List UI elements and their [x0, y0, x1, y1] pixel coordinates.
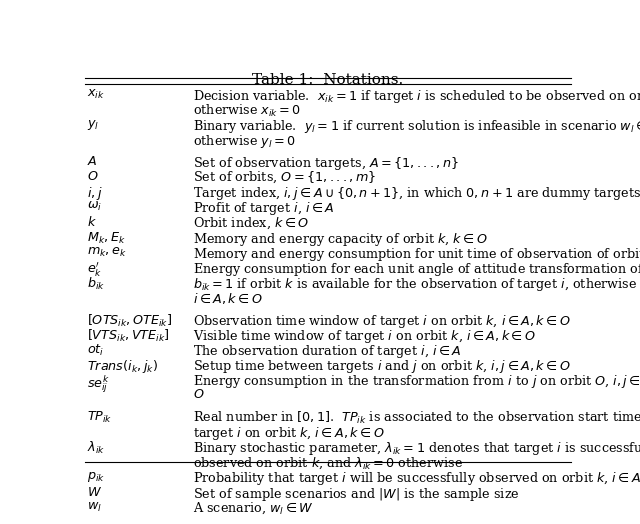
Text: $[VTS_{ik}, VTE_{ik}]$: $[VTS_{ik}, VTE_{ik}]$ [88, 328, 170, 344]
Text: $M_k, E_k$: $M_k, E_k$ [88, 231, 126, 246]
Text: Energy consumption for each unit angle of attitude transformation of orbit $k$: Energy consumption for each unit angle o… [193, 261, 640, 278]
Text: Set of orbits, $O = \{1,...,m\}$: Set of orbits, $O = \{1,...,m\}$ [193, 170, 376, 185]
Text: $y_l$: $y_l$ [88, 118, 100, 132]
Text: $w_l$: $w_l$ [88, 500, 102, 514]
Text: Probability that target $i$ will be successfully observed on orbit $k$, $i \in A: Probability that target $i$ will be succ… [193, 471, 640, 487]
Text: $k$: $k$ [88, 215, 97, 230]
Text: Binary variable.  $y_l = 1$ if current solution is infeasible in scenario $w_l \: Binary variable. $y_l = 1$ if current so… [193, 118, 640, 135]
Text: $Trans(i_k, j_k)$: $Trans(i_k, j_k)$ [88, 358, 159, 375]
Text: $se_{ij}^{k}$: $se_{ij}^{k}$ [88, 373, 110, 395]
Text: $i, j$: $i, j$ [88, 185, 103, 202]
Text: Profit of target $i$, $i \in A$: Profit of target $i$, $i \in A$ [193, 200, 335, 217]
Text: Table 1:  Notations.: Table 1: Notations. [252, 73, 404, 88]
Text: $x_{ik}$: $x_{ik}$ [88, 88, 106, 101]
Text: $O$: $O$ [193, 388, 205, 401]
Text: The observation duration of target $i$, $i \in A$: The observation duration of target $i$, … [193, 343, 462, 360]
Text: $TP_{ik}$: $TP_{ik}$ [88, 410, 113, 425]
Text: $b_{ik} = 1$ if orbit $k$ is available for the observation of target $i$, otherw: $b_{ik} = 1$ if orbit $k$ is available f… [193, 276, 640, 293]
Text: $b_{ik}$: $b_{ik}$ [88, 276, 106, 292]
Text: $e_k^{\prime}$: $e_k^{\prime}$ [88, 261, 103, 279]
Text: Decision variable.  $x_{ik} = 1$ if target $i$ is scheduled to be observed on or: Decision variable. $x_{ik} = 1$ if targe… [193, 88, 640, 105]
Text: $\omega_i$: $\omega_i$ [88, 200, 102, 213]
Text: $A$: $A$ [88, 155, 98, 168]
Text: $i \in A, k \in O$: $i \in A, k \in O$ [193, 291, 263, 306]
Text: $ot_i$: $ot_i$ [88, 343, 105, 358]
Text: $W$: $W$ [88, 486, 102, 498]
Text: Memory and energy capacity of orbit $k$, $k \in O$: Memory and energy capacity of orbit $k$,… [193, 231, 488, 247]
Text: Binary stochastic parameter, $\lambda_{ik} = 1$ denotes that target $i$ is succe: Binary stochastic parameter, $\lambda_{i… [193, 440, 640, 457]
Text: Visible time window of target $i$ on orbit $k$, $i \in A, k \in O$: Visible time window of target $i$ on orb… [193, 328, 536, 345]
Text: Setup time between targets $i$ and $j$ on orbit $k$, $i, j \in A, k \in O$: Setup time between targets $i$ and $j$ o… [193, 358, 571, 375]
Text: $[OTS_{ik}, OTE_{ik}]$: $[OTS_{ik}, OTE_{ik}]$ [88, 313, 173, 329]
Text: Memory and energy consumption for unit time of observation of orbit $k$: Memory and energy consumption for unit t… [193, 246, 640, 263]
Text: otherwise $x_{ik} = 0$: otherwise $x_{ik} = 0$ [193, 103, 301, 119]
Text: Orbit index, $k \in O$: Orbit index, $k \in O$ [193, 215, 309, 231]
Text: observed on orbit $k$, and $\lambda_{ik} = 0$ otherwise: observed on orbit $k$, and $\lambda_{ik}… [193, 455, 463, 471]
Text: A scenario, $w_l \in W$: A scenario, $w_l \in W$ [193, 500, 314, 516]
Text: Set of sample scenarios and $|W|$ is the sample size: Set of sample scenarios and $|W|$ is the… [193, 486, 520, 503]
Text: Observation time window of target $i$ on orbit $k$, $i \in A, k \in O$: Observation time window of target $i$ on… [193, 313, 571, 330]
Text: target $i$ on orbit $k$, $i \in A, k \in O$: target $i$ on orbit $k$, $i \in A, k \in… [193, 425, 385, 442]
Text: Target index, $i, j \in A \cup \{0, n+1\}$, in which $0, n+1$ are dummy targets: Target index, $i, j \in A \cup \{0, n+1\… [193, 185, 640, 202]
Text: Energy consumption in the transformation from $i$ to $j$ on orbit $O$, $i, j \in: Energy consumption in the transformation… [193, 373, 640, 390]
Text: $p_{ik}$: $p_{ik}$ [88, 471, 106, 484]
Text: Real number in $[0, 1]$.  $TP_{ik}$ is associated to the observation start time : Real number in $[0, 1]$. $TP_{ik}$ is as… [193, 410, 640, 426]
Text: $O$: $O$ [88, 170, 99, 183]
Text: otherwise $y_l = 0$: otherwise $y_l = 0$ [193, 133, 296, 150]
Text: $m_k, e_k$: $m_k, e_k$ [88, 246, 127, 259]
Text: Set of observation targets, $A = \{1,...,n\}$: Set of observation targets, $A = \{1,...… [193, 155, 459, 172]
Text: $\lambda_{ik}$: $\lambda_{ik}$ [88, 440, 106, 456]
